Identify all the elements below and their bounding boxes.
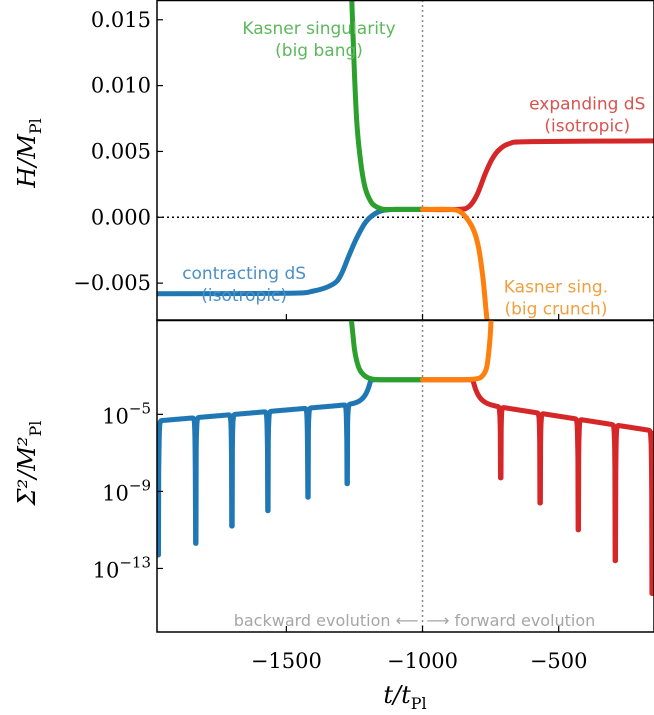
top-plot-area	[157, 0, 654, 320]
bottom-xtick-label-0: −1500	[251, 649, 322, 673]
bottom-ytick-label-2: 10−13	[93, 553, 151, 582]
bottom-ytick-base-2: 10	[93, 558, 120, 582]
backward-evolution-label: backward evolution ⟵	[234, 611, 419, 630]
bottom-ytick-exponent-1: −9	[129, 476, 151, 494]
top-series-line-1	[349, 0, 425, 213]
bottom-kasner-line-1	[420, 320, 494, 383]
annotation-1-line-0: expanding dS	[529, 94, 645, 114]
bottom-xtick-label-2: −500	[530, 649, 588, 673]
bottom-ytick-exponent-0: −5	[129, 399, 151, 417]
bottom-ytick-label-0: 10−5	[102, 399, 151, 428]
annotation-3: Kasner sing. (big crunch)	[504, 277, 608, 319]
top-ytick-label-4: 0.015	[91, 8, 151, 32]
top-ytick-label-2: 0.005	[91, 139, 151, 163]
annotation-0-line-1: (big bang)	[275, 41, 363, 61]
top-series-line-2	[420, 138, 654, 213]
forward-evolution-label: ⟶ forward evolution	[427, 611, 596, 630]
top-series-line-3	[420, 206, 490, 320]
top-ytick-label-0: −0.005	[73, 271, 151, 295]
bottom-ytick-label-1: 10−9	[102, 476, 151, 505]
bottom-kasner-line-0	[348, 320, 425, 383]
bottom-plot-area	[157, 320, 654, 632]
top-y-axis-label: H/MPl	[13, 118, 45, 188]
bottom-frame	[156, 319, 654, 633]
top-ytick-label-1: 0.000	[91, 205, 151, 229]
x-axis-label: t/tPl	[383, 681, 426, 713]
annotation-0-line-0: Kasner singularity	[242, 19, 395, 39]
annotation-0: Kasner singularity (big bang)	[242, 19, 395, 61]
bottom-y-axis-label: Σ²/M²Pl	[13, 421, 45, 507]
bottom-ytick-exponent-2: −13	[119, 553, 151, 571]
annotation-1: expanding dS (isotropic)	[529, 94, 645, 136]
annotation-2-line-0: contracting dS	[182, 264, 306, 284]
bottom-xtick-label-1: −1000	[387, 649, 458, 673]
top-ytick-label-3: 0.010	[91, 74, 151, 98]
bottom-series-line-forward	[420, 377, 654, 596]
bottom-series-line-backward	[157, 377, 425, 558]
annotation-3-line-1: (big crunch)	[504, 299, 607, 319]
bottom-ytick-base-0: 10	[102, 404, 129, 428]
top-panel: Kasner singularity (big bang) expanding dS…	[73, 0, 654, 322]
annotation-2-line-1: (isotropic)	[201, 286, 287, 306]
bottom-ytick-base-1: 10	[102, 481, 129, 505]
annotation-3-line-0: Kasner sing.	[504, 277, 608, 297]
annotation-1-line-1: (isotropic)	[544, 116, 630, 136]
annotation-2: contracting dS (isotropic)	[182, 264, 306, 306]
